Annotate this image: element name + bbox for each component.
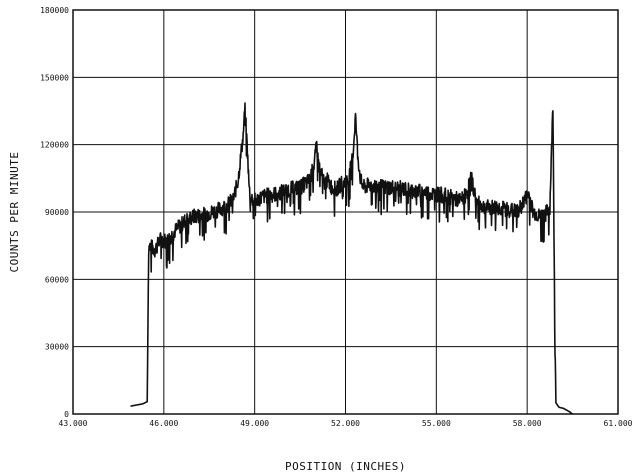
x-tick-label: 46.000 [149,419,178,428]
y-tick-label: 120000 [40,141,69,150]
grid [72,9,619,415]
y-tick-label: 60000 [45,275,69,284]
series-line [130,102,573,415]
x-axis-title: POSITION (INCHES) [285,460,406,473]
series-group [130,102,573,415]
y-tick-label: 180000 [40,6,69,15]
y-tick-label: 0 [64,410,69,419]
x-tick-label: 61.000 [604,419,633,428]
x-tick-label: 52.000 [331,419,360,428]
y-axis-title: COUNTS PER MINUTE [8,151,21,272]
y-tick-label: 30000 [45,343,69,352]
y-tick-labels: 0 30000 60000 90000 120000 150000 180000 [40,6,69,419]
plot-frame [72,9,619,415]
x-tick-label: 43.000 [59,419,88,428]
x-tick-label: 55.000 [422,419,451,428]
y-tick-label: 150000 [40,73,69,82]
x-tick-labels: 43.000 46.000 49.000 52.000 55.000 58.000 61.0… [59,419,633,428]
y-tick-label: 90000 [45,208,69,217]
x-tick-label: 58.000 [513,419,542,428]
x-tick-label: 49.000 [240,419,269,428]
